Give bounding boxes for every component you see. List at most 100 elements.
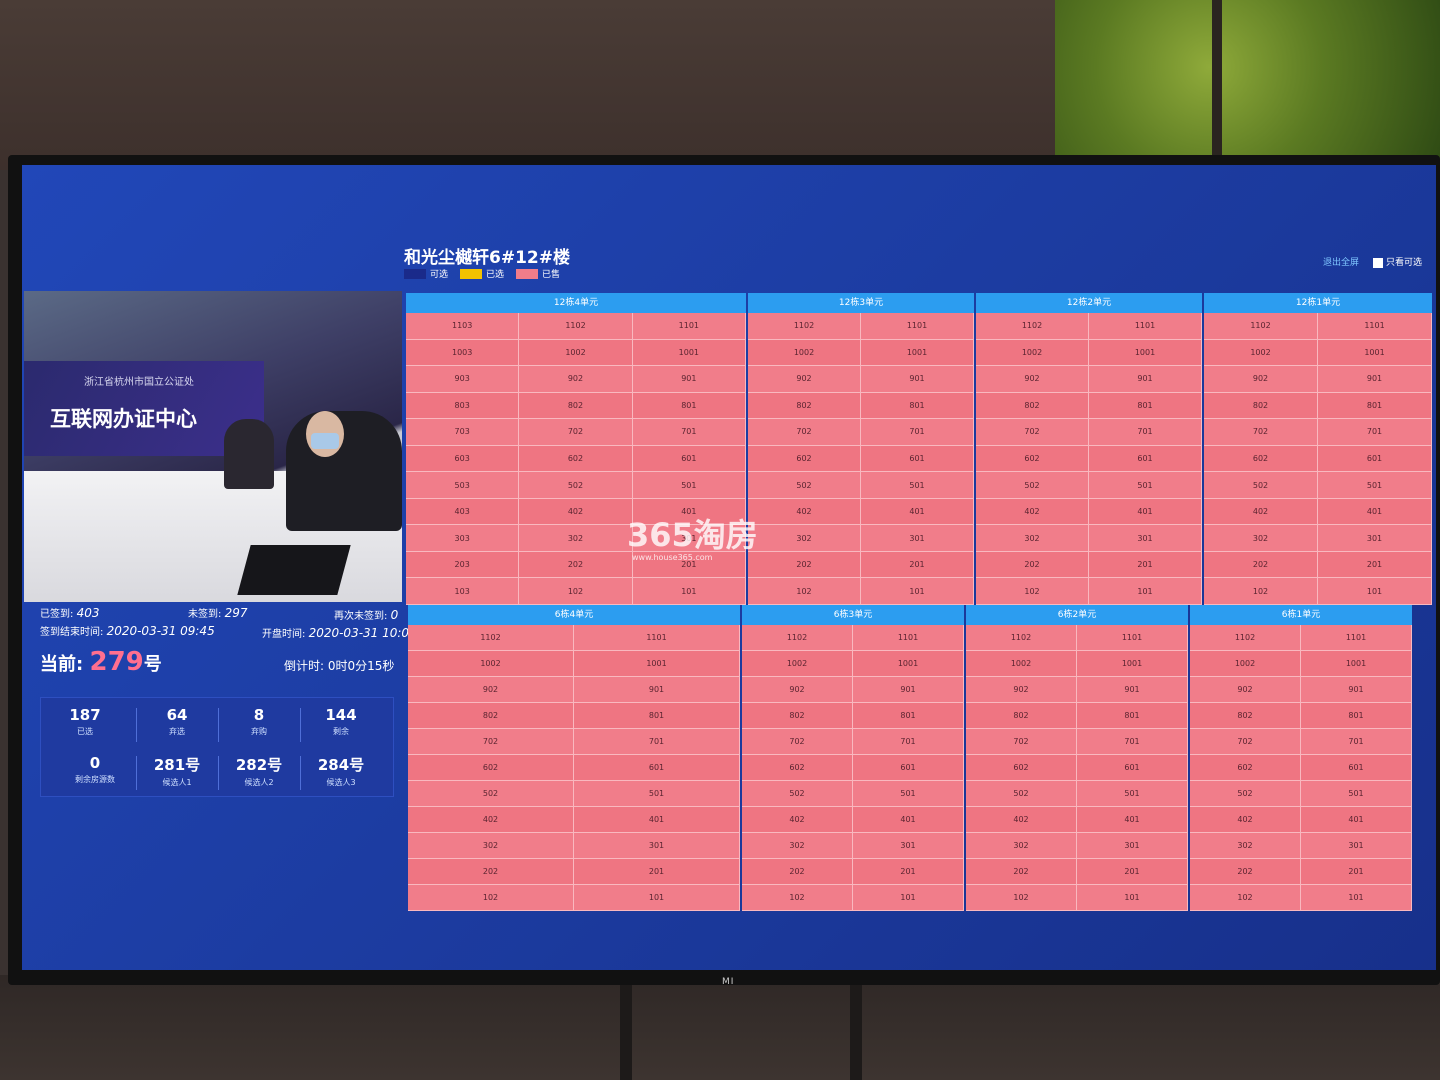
room-cell[interactable]: 902 — [1204, 366, 1318, 393]
room-cell[interactable]: 602 — [1204, 445, 1318, 473]
room-cell[interactable]: 502 — [976, 472, 1089, 499]
room-cell[interactable]: 601 — [1077, 755, 1188, 781]
room-cell[interactable]: 802 — [742, 703, 853, 729]
room-cell[interactable]: 501 — [632, 472, 746, 499]
room-cell[interactable]: 901 — [853, 677, 964, 703]
room-cell[interactable]: 202 — [1204, 551, 1318, 579]
room-cell[interactable]: 301 — [1318, 525, 1432, 552]
room-cell[interactable]: 101 — [861, 578, 974, 605]
room-cell[interactable]: 901 — [1301, 677, 1412, 703]
room-cell[interactable]: 801 — [1318, 392, 1432, 420]
room-cell[interactable]: 602 — [748, 445, 861, 473]
room-cell[interactable]: 401 — [1089, 498, 1202, 526]
room-cell[interactable]: 902 — [976, 366, 1089, 393]
room-cell[interactable]: 1001 — [861, 339, 974, 367]
room-cell[interactable]: 303 — [406, 525, 520, 552]
room-cell[interactable]: 101 — [574, 885, 740, 911]
room-cell[interactable]: 302 — [1190, 833, 1301, 859]
room-cell[interactable]: 802 — [976, 392, 1089, 420]
room-cell[interactable]: 1101 — [1301, 625, 1412, 651]
room-cell[interactable]: 801 — [1301, 703, 1412, 729]
room-cell[interactable]: 602 — [976, 445, 1089, 473]
room-cell[interactable]: 602 — [519, 445, 633, 473]
room-cell[interactable]: 102 — [966, 885, 1077, 911]
room-cell[interactable]: 701 — [1077, 729, 1188, 755]
room-cell[interactable]: 1001 — [1077, 651, 1188, 677]
room-cell[interactable]: 901 — [861, 366, 974, 393]
room-cell[interactable]: 801 — [853, 703, 964, 729]
room-cell[interactable]: 302 — [976, 525, 1089, 552]
room-cell[interactable]: 702 — [742, 729, 853, 755]
room-cell[interactable]: 601 — [861, 445, 974, 473]
room-cell[interactable]: 901 — [632, 366, 746, 393]
room-cell[interactable]: 602 — [408, 755, 574, 781]
room-cell[interactable]: 1001 — [1089, 339, 1202, 367]
room-cell[interactable]: 702 — [408, 729, 574, 755]
room-cell[interactable]: 602 — [1190, 755, 1301, 781]
room-cell[interactable]: 502 — [1204, 472, 1318, 499]
room-cell[interactable]: 702 — [519, 419, 633, 446]
room-cell[interactable]: 401 — [1301, 807, 1412, 833]
room-cell[interactable]: 202 — [519, 551, 633, 579]
room-cell[interactable]: 701 — [574, 729, 740, 755]
room-cell[interactable]: 901 — [1077, 677, 1188, 703]
room-cell[interactable]: 1002 — [1204, 339, 1318, 367]
room-cell[interactable]: 402 — [408, 807, 574, 833]
room-cell[interactable]: 1101 — [861, 313, 974, 340]
room-cell[interactable]: 301 — [853, 833, 964, 859]
room-cell[interactable]: 102 — [408, 885, 574, 911]
room-cell[interactable]: 1002 — [742, 651, 853, 677]
room-cell[interactable]: 602 — [966, 755, 1077, 781]
room-cell[interactable]: 701 — [1318, 419, 1432, 446]
room-cell[interactable]: 501 — [1089, 472, 1202, 499]
room-cell[interactable]: 1002 — [966, 651, 1077, 677]
room-cell[interactable]: 102 — [519, 578, 633, 605]
room-cell[interactable]: 802 — [408, 703, 574, 729]
room-cell[interactable]: 802 — [966, 703, 1077, 729]
room-cell[interactable]: 1103 — [406, 313, 520, 340]
room-cell[interactable]: 203 — [406, 551, 520, 579]
room-cell[interactable]: 501 — [574, 781, 740, 807]
room-cell[interactable]: 103 — [406, 578, 520, 605]
room-cell[interactable]: 503 — [406, 472, 520, 499]
room-cell[interactable]: 801 — [574, 703, 740, 729]
room-cell[interactable]: 301 — [1077, 833, 1188, 859]
room-cell[interactable]: 402 — [742, 807, 853, 833]
room-cell[interactable]: 901 — [1089, 366, 1202, 393]
room-cell[interactable]: 702 — [1204, 419, 1318, 446]
room-cell[interactable]: 601 — [1089, 445, 1202, 473]
room-cell[interactable]: 101 — [1089, 578, 1202, 605]
room-cell[interactable]: 1101 — [1089, 313, 1202, 340]
room-cell[interactable]: 601 — [853, 755, 964, 781]
room-cell[interactable]: 801 — [861, 392, 974, 420]
room-cell[interactable]: 401 — [574, 807, 740, 833]
room-cell[interactable]: 101 — [632, 578, 746, 605]
room-cell[interactable]: 803 — [406, 392, 520, 420]
room-cell[interactable]: 1102 — [976, 313, 1089, 340]
room-cell[interactable]: 802 — [1190, 703, 1301, 729]
room-cell[interactable]: 801 — [1089, 392, 1202, 420]
room-cell[interactable]: 401 — [632, 498, 746, 526]
checkbox-icon[interactable] — [1372, 257, 1383, 268]
room-cell[interactable]: 502 — [742, 781, 853, 807]
room-cell[interactable]: 702 — [748, 419, 861, 446]
room-cell[interactable]: 1102 — [966, 625, 1077, 651]
room-cell[interactable]: 401 — [853, 807, 964, 833]
room-cell[interactable]: 301 — [1089, 525, 1202, 552]
room-cell[interactable]: 502 — [1190, 781, 1301, 807]
room-cell[interactable]: 202 — [976, 551, 1089, 579]
room-cell[interactable]: 501 — [853, 781, 964, 807]
room-cell[interactable]: 1102 — [748, 313, 861, 340]
room-cell[interactable]: 502 — [748, 472, 861, 499]
room-cell[interactable]: 602 — [742, 755, 853, 781]
room-cell[interactable]: 701 — [853, 729, 964, 755]
room-cell[interactable]: 1001 — [1301, 651, 1412, 677]
room-cell[interactable]: 801 — [1077, 703, 1188, 729]
room-cell[interactable]: 901 — [574, 677, 740, 703]
room-cell[interactable]: 202 — [966, 859, 1077, 885]
room-cell[interactable]: 101 — [1077, 885, 1188, 911]
room-cell[interactable]: 302 — [408, 833, 574, 859]
room-cell[interactable]: 401 — [861, 498, 974, 526]
room-cell[interactable]: 903 — [406, 366, 520, 393]
room-cell[interactable]: 801 — [632, 392, 746, 420]
